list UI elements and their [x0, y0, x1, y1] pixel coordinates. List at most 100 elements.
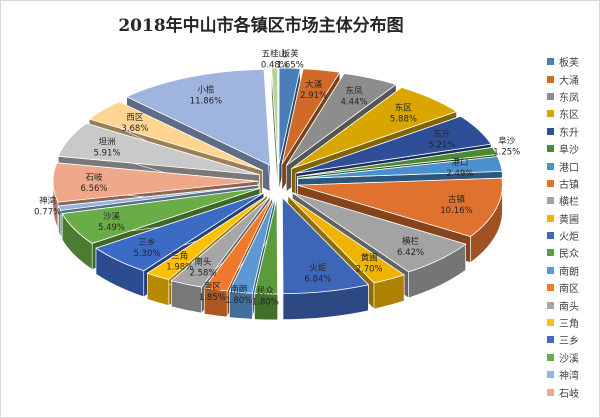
slice-top: [57, 122, 260, 176]
slice-label-name: 南朗: [230, 284, 247, 295]
slice-top: [281, 196, 370, 294]
slice-label-name: 大涌: [305, 79, 322, 90]
slice-top: [297, 177, 503, 237]
slice-label-value: 3.68%: [121, 124, 148, 134]
slice-label-name: 东凤: [346, 86, 364, 97]
legend-label: 东凤: [559, 92, 579, 104]
slice-label-name: 石岐: [86, 172, 104, 183]
legend-swatch: [547, 336, 554, 344]
slice-label-name: 阜沙: [498, 135, 516, 146]
legend-swatch: [547, 162, 554, 170]
legend-label: 东升: [559, 127, 579, 139]
slice-top: [95, 192, 264, 272]
slice-top: [228, 197, 276, 294]
slice-label-name: 民众: [257, 287, 275, 297]
legend-label: 阜沙: [559, 145, 579, 157]
slice-top: [57, 184, 259, 211]
legend-swatch: [547, 371, 554, 379]
legend-item: 阜沙: [547, 140, 599, 157]
legend-item: 南朗: [547, 262, 599, 279]
legend-item: 东区: [547, 105, 599, 122]
slice-label-name: 南头: [194, 257, 212, 268]
slice-label-name: 坦洲: [99, 137, 116, 147]
slice-label-name: 三角: [171, 250, 188, 261]
slice-label-value: 5.21%: [428, 140, 455, 150]
slice-label-value: 6.84%: [304, 275, 331, 285]
slice-label-value: 5.49%: [98, 223, 125, 233]
slice-label-name: 板芙: [282, 48, 300, 59]
legend-label: 南区: [559, 284, 579, 296]
slice-label-value: 1.65%: [277, 60, 304, 70]
legend-label: 民众: [559, 249, 579, 261]
legend-label: 火炬: [559, 232, 579, 244]
slice-label-value: 11.86%: [190, 97, 222, 107]
chart-title: 2018年中山市各镇区市场主体分布图: [118, 16, 404, 36]
slice-label-value: 5.88%: [390, 114, 417, 124]
slice-label-name: 西区: [126, 113, 144, 123]
slice-label-value: 1.98%: [166, 262, 193, 272]
legend-swatch: [547, 58, 554, 66]
slice-top: [254, 197, 279, 295]
chart-legend: 板芙 大涌 东凤 东区 东升 阜沙 港口 古镇 横栏 黄圃 火炬 民众 南朗 南区 南头 三角 三乡 沙溪 神湾 石岐: [547, 53, 599, 401]
legend-label: 港口: [559, 162, 579, 174]
slice-label-value: 1.80%: [252, 298, 279, 308]
legend-swatch: [547, 179, 554, 187]
slice-top: [146, 195, 268, 281]
legend-label: 南朗: [559, 266, 579, 278]
slice-top: [285, 73, 397, 166]
legend-swatch: [547, 388, 554, 396]
slice-top: [281, 68, 341, 165]
legend-label: 东区: [559, 110, 579, 122]
legend-item: 南头: [547, 296, 599, 313]
legend-item: 黄圃: [547, 210, 599, 227]
slice-label-name: 黄圃: [361, 252, 378, 263]
legend-label: 沙溪: [559, 353, 579, 365]
legend-item: 板芙: [547, 53, 599, 70]
slice-label-value: 1.25%: [493, 147, 520, 157]
slice-top: [271, 67, 279, 165]
slice-label-value: 1.85%: [199, 293, 226, 303]
slice-top: [203, 197, 273, 292]
slice-label-name: 五桂山: [262, 48, 288, 59]
slice-top: [297, 146, 498, 177]
slice-label-value: 6.42%: [397, 248, 424, 258]
slice-label-name: 三乡: [139, 238, 156, 248]
legend-item: 南区: [547, 279, 599, 296]
legend-item: 三乡: [547, 331, 599, 348]
slice-label-name: 东升: [433, 128, 451, 139]
slice-label-value: 0.48%: [261, 60, 288, 70]
pie-slice: [271, 67, 279, 191]
legend-swatch: [547, 249, 554, 257]
legend-label: 三乡: [559, 336, 579, 348]
slice-label-value: 2.70%: [356, 264, 383, 274]
slice-label-name: 南区: [204, 281, 222, 292]
slice-label-name: 神湾: [39, 196, 57, 207]
legend-swatch: [547, 319, 554, 327]
legend-label: 板芙: [559, 58, 579, 70]
slice-top: [61, 187, 261, 244]
legend-swatch: [547, 353, 554, 361]
legend-item: 东凤: [547, 88, 599, 105]
legend-swatch: [547, 145, 554, 153]
slice-label-value: 2.58%: [189, 269, 216, 279]
slice-label-value: 0.77%: [34, 208, 61, 218]
legend-swatch: [547, 110, 554, 118]
slice-top: [170, 196, 271, 288]
legend-label: 黄圃: [559, 214, 579, 226]
legend-label: 南头: [559, 301, 579, 313]
slice-label-name: 小榄: [197, 85, 215, 96]
slice-label-value: 2.91%: [300, 91, 327, 101]
pie-slice: [254, 197, 279, 321]
legend-swatch: [547, 284, 554, 292]
pie-slice: [281, 196, 370, 320]
legend-swatch: [547, 127, 554, 135]
legend-swatch: [547, 197, 554, 205]
slice-top: [88, 101, 263, 171]
slice-label-name: 港口: [451, 157, 468, 168]
legend-label: 三角: [559, 319, 579, 331]
slice-label-value: 5.91%: [94, 148, 121, 158]
legend-swatch: [547, 92, 554, 100]
slice-top: [125, 68, 271, 167]
slice-top: [295, 115, 492, 174]
legend-item: 大涌: [547, 70, 599, 87]
